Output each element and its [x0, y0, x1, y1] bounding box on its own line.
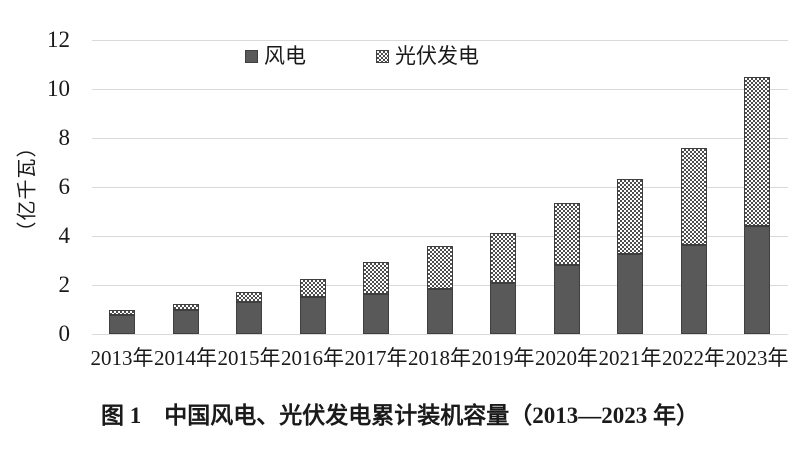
x-tick-label-2021年: 2021年: [598, 346, 662, 370]
bar-solar-2018年: [426, 246, 453, 289]
gridline-y-0: [92, 334, 788, 335]
gridline-y-8: [92, 138, 788, 139]
bar-wind-2018年: [426, 288, 453, 334]
wind-legend-swatch-icon: [245, 49, 258, 63]
bar-solar-2017年: [363, 261, 389, 294]
bar-wind-2023年: [744, 225, 770, 334]
gridline-y-10: [92, 89, 788, 90]
x-tick-label-2019年: 2019年: [471, 346, 535, 370]
bar-wind-2022年: [680, 244, 707, 334]
bar-wind-2021年: [617, 253, 643, 334]
x-tick-label-2022年: 2022年: [662, 346, 725, 370]
bar-wind-2015年: [236, 302, 262, 334]
y-tick-label-10: 10: [47, 76, 70, 101]
bar-solar-2023年: [744, 76, 770, 226]
x-tick-label-2017年: 2017年: [344, 346, 408, 370]
legend-label-wind: 风电: [264, 44, 306, 68]
x-tick-label-2020年: 2020年: [535, 346, 598, 370]
x-tick-label-2018年: 2018年: [408, 346, 471, 370]
gridline-y-4: [92, 236, 788, 237]
gridline-y-6: [92, 187, 788, 188]
bar-solar-2022年: [680, 148, 707, 245]
x-tick-label-2015年: 2015年: [217, 346, 281, 370]
gridline-y-2: [92, 285, 788, 286]
legend: 风电 光伏发电: [245, 44, 479, 68]
bar-solar-2021年: [617, 178, 643, 254]
bar-wind-2014年: [172, 310, 199, 334]
bar-solar-2013年: [109, 310, 135, 316]
x-tick-label-2014年: 2014年: [154, 346, 217, 370]
legend-item-solar: 光伏发电: [376, 44, 479, 68]
figure-caption: 图 1 中国风电、光伏发电累计装机容量（2013—2023 年）: [101, 403, 699, 428]
bar-wind-2017年: [363, 293, 389, 334]
bar-wind-2020年: [553, 265, 580, 334]
x-tick-label-2016年: 2016年: [281, 346, 344, 370]
bar-solar-2015年: [236, 291, 262, 303]
bar-wind-2013年: [109, 315, 135, 334]
y-axis-title: （亿千瓦）: [16, 136, 39, 242]
y-tick-label-0: 0: [58, 321, 71, 346]
bar-solar-2016年: [299, 278, 326, 298]
bar-solar-2020年: [553, 203, 580, 266]
legend-item-wind: 风电: [245, 44, 306, 68]
gridline-y-12: [92, 40, 788, 41]
y-tick-label-12: 12: [47, 27, 70, 52]
x-tick-label-2023年: 2023年: [725, 346, 789, 370]
bar-wind-2016年: [299, 297, 326, 334]
x-tick-label-2013年: 2013年: [90, 346, 154, 370]
bar-wind-2019年: [490, 282, 516, 334]
solar-legend-swatch-icon: [376, 49, 389, 63]
bar-solar-2019年: [490, 232, 516, 283]
y-tick-label-2: 2: [58, 272, 71, 297]
bar-solar-2014年: [172, 303, 199, 311]
legend-label-solar: 光伏发电: [395, 44, 479, 68]
